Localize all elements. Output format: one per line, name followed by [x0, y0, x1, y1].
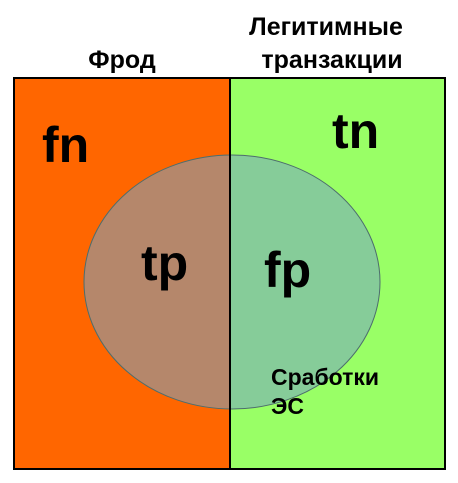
- fp-label: fp: [264, 242, 311, 298]
- alerts-label-line1: Сработки: [271, 364, 379, 390]
- tp-label: tp: [141, 235, 188, 291]
- fp-area: [230, 155, 380, 409]
- tp-area: [84, 155, 230, 409]
- legit-header-line2: транзакции: [261, 46, 402, 74]
- alerts-ellipse-outline: [83, 154, 381, 410]
- fn-label: fn: [42, 117, 89, 173]
- alerts-label-line2: ЭС: [271, 393, 304, 419]
- tn-label: tn: [332, 103, 379, 159]
- fraud-header: Фрод: [88, 46, 156, 74]
- legit-header-line1: Легитимные: [249, 13, 403, 41]
